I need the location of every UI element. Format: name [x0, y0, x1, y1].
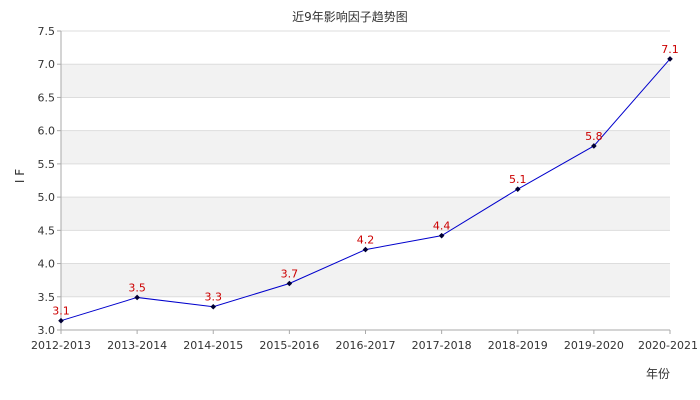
data-label: 3.7	[281, 267, 299, 280]
x-tick-label: 2015-2016	[259, 339, 319, 352]
plot-band	[61, 263, 670, 297]
data-point	[362, 246, 369, 253]
y-tick-label: 7.0	[38, 58, 56, 71]
data-labels: 3.1 3.5 3.3 3.7 4.2 4.4 5.1 5.8 7.1	[52, 43, 679, 318]
plot-band	[61, 64, 670, 98]
data-point	[514, 186, 521, 192]
data-label: 4.2	[357, 234, 375, 247]
y-tick-label: 7.5	[38, 25, 56, 38]
x-axis-title: 年份	[646, 367, 670, 381]
axes	[57, 30, 671, 334]
x-tick-label: 2013-2014	[107, 339, 167, 352]
data-point	[134, 294, 140, 301]
data-point	[210, 303, 217, 310]
data-point	[58, 317, 64, 324]
y-tick-label: 6.5	[38, 91, 56, 104]
y-axis-title: I F	[13, 169, 27, 183]
chart-title: 近9年影响因子趋势图	[292, 9, 408, 24]
y-tick-label: 4.0	[38, 258, 56, 271]
data-point	[286, 280, 293, 287]
x-tick-label: 2017-2018	[412, 339, 472, 352]
grid-lines	[61, 30, 670, 331]
data-label: 4.4	[433, 220, 451, 233]
y-tick-label: 5.5	[38, 158, 56, 171]
data-point	[667, 56, 673, 62]
x-tick-labels: 2012-2013 2013-2014 2014-2015 2015-2016 2016…	[31, 339, 698, 352]
data-label: 3.1	[52, 305, 70, 318]
y-tick-labels: 3.0 3.5 4.0 4.5 5.0 5.5 6.0 6.5 7.0 7.5	[38, 25, 56, 337]
x-tick-label: 2018-2019	[488, 339, 548, 352]
plot-band	[61, 197, 670, 231]
x-tick-label: 2012-2013	[31, 339, 91, 352]
x-tick-label: 2019-2020	[564, 339, 624, 352]
data-label: 3.3	[205, 291, 223, 304]
data-point	[591, 143, 597, 149]
data-label: 7.1	[661, 43, 679, 56]
y-tick-label: 3.5	[38, 291, 56, 304]
plot-bands	[61, 64, 670, 297]
x-tick-label: 2020-2021	[638, 339, 698, 352]
data-label: 5.1	[509, 173, 527, 186]
plot-band	[61, 130, 670, 164]
y-tick-label: 5.0	[38, 191, 56, 204]
x-tick-label: 2014-2015	[183, 339, 243, 352]
data-label: 3.5	[128, 281, 146, 294]
y-tick-label: 6.0	[38, 125, 56, 138]
y-tick-label: 4.5	[38, 224, 56, 237]
data-label: 5.8	[585, 130, 603, 143]
x-tick-label: 2016-2017	[336, 339, 396, 352]
series-group	[58, 56, 673, 324]
data-point	[438, 232, 445, 239]
y-tick-label: 3.0	[38, 324, 56, 337]
